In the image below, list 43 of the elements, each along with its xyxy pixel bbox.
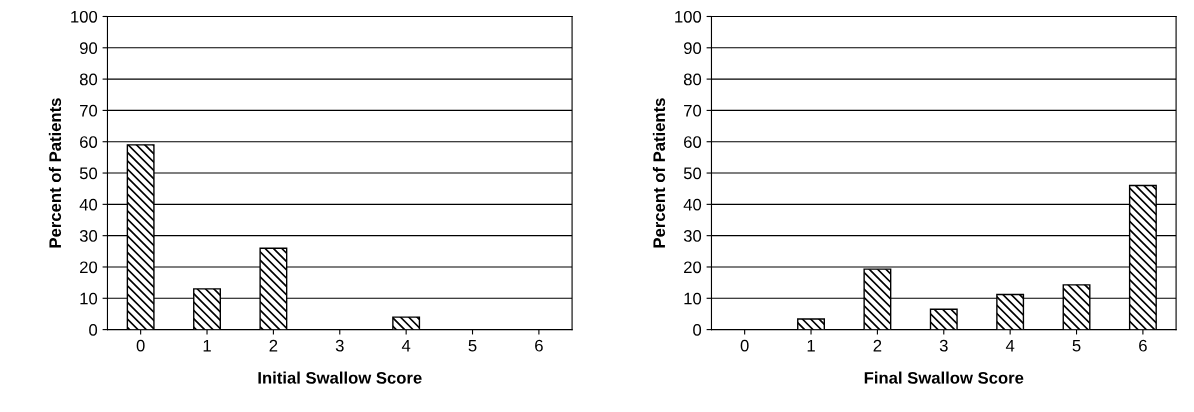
x-axis-title: Initial Swallow Score bbox=[258, 371, 422, 384]
y-tick-label: 0 bbox=[693, 324, 702, 336]
bar bbox=[392, 316, 421, 330]
y-tick-label: 0 bbox=[89, 324, 98, 336]
y-tick-label: 90 bbox=[79, 42, 98, 54]
y-tick-label: 70 bbox=[684, 104, 702, 117]
bar bbox=[929, 308, 958, 330]
x-tick-label: 2 bbox=[269, 339, 278, 352]
y-tick-label: 30 bbox=[683, 230, 702, 242]
y-tick-label: 30 bbox=[79, 230, 98, 242]
y-tick-label: 10 bbox=[684, 292, 702, 305]
y-tick-label: 70 bbox=[80, 104, 98, 117]
y-axis-title: Percent of Patients bbox=[48, 98, 62, 248]
x-tick-label: 5 bbox=[1072, 339, 1081, 352]
y-tick-label: 40 bbox=[683, 198, 702, 211]
x-tick-label: 0 bbox=[740, 339, 749, 352]
x-axis-title: Final Swallow Score bbox=[864, 371, 1024, 384]
y-tick-label: 10 bbox=[80, 292, 98, 305]
y-tick-label: 80 bbox=[683, 73, 702, 86]
y-tick-label: 60 bbox=[684, 136, 702, 148]
x-tick-label: 5 bbox=[468, 339, 477, 352]
y-tick-label: 100 bbox=[675, 10, 702, 23]
y-tick-label: 80 bbox=[79, 73, 98, 86]
y-tick-label: 40 bbox=[79, 198, 98, 211]
x-tick-label: 1 bbox=[203, 339, 211, 352]
x-tick-label: 4 bbox=[1005, 339, 1015, 352]
y-tick-label: 50 bbox=[79, 167, 98, 180]
y-tick-label: 20 bbox=[684, 261, 702, 274]
x-tick-label: 6 bbox=[1139, 339, 1147, 352]
x-tick-label: 0 bbox=[136, 339, 145, 352]
x-tick-label: 2 bbox=[873, 339, 882, 352]
x-tick-label: 6 bbox=[535, 339, 543, 352]
y-tick-label: 50 bbox=[683, 167, 702, 180]
y-axis-title: Percent of Patients bbox=[652, 98, 666, 248]
x-tick-label: 3 bbox=[939, 339, 948, 352]
y-tick-label: 90 bbox=[683, 42, 702, 54]
y-tick-label: 60 bbox=[80, 136, 98, 148]
bar bbox=[797, 318, 825, 330]
x-tick-label: 1 bbox=[807, 339, 815, 352]
x-tick-label: 4 bbox=[401, 339, 411, 352]
x-tick-label: 3 bbox=[335, 339, 344, 352]
y-tick-label: 20 bbox=[80, 261, 98, 274]
y-tick-label: 100 bbox=[71, 10, 98, 23]
